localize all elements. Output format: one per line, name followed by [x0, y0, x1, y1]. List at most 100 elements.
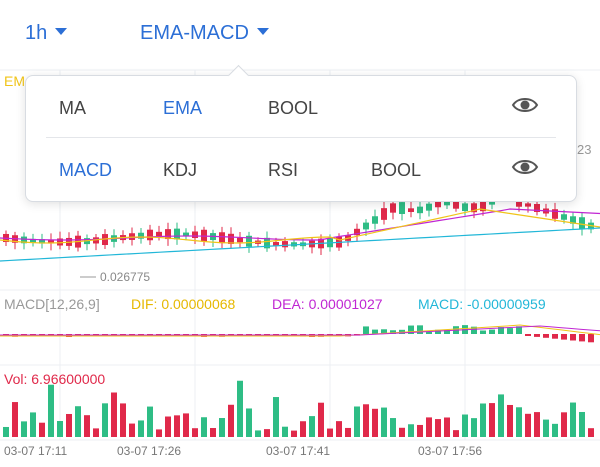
volume-bar	[354, 406, 360, 437]
option-ema[interactable]: EMA	[163, 98, 203, 118]
option-macd[interactable]: MACD	[59, 160, 112, 180]
eye-icon[interactable]	[511, 156, 539, 178]
macd-bar	[579, 334, 585, 342]
option-ma[interactable]: MA	[59, 98, 86, 118]
volume-bar	[21, 421, 27, 437]
volume-bar	[3, 426, 9, 437]
volume-bar	[84, 415, 90, 437]
candle-body	[570, 216, 576, 224]
option-bool-sub[interactable]: BOOL	[371, 160, 422, 180]
volume-bar	[345, 427, 351, 437]
interval-label: 1h	[25, 22, 48, 44]
volume-bar	[246, 408, 252, 437]
volume-bar	[453, 430, 459, 437]
candle-body	[534, 204, 540, 212]
volume-bar	[507, 404, 513, 437]
candle-body	[138, 232, 144, 239]
macd-bar	[408, 325, 414, 334]
volume-bar	[57, 420, 63, 437]
volume-bar	[156, 429, 162, 437]
candle-body	[462, 203, 468, 212]
candle-body	[165, 229, 171, 240]
price-edge-value: 23	[577, 142, 592, 157]
low-price-marker: 0.026775	[100, 270, 151, 284]
eye-icon[interactable]	[511, 94, 539, 116]
candle-body	[426, 203, 432, 211]
candle-body	[237, 237, 243, 243]
macd-bar	[381, 329, 387, 334]
chart-toolbar: 1h EMA-MACD	[0, 0, 600, 70]
volume-bar	[174, 415, 180, 437]
candle-body	[30, 238, 36, 243]
macd-bar	[516, 326, 522, 334]
candle-body	[264, 237, 270, 249]
volume-bar	[588, 428, 594, 437]
volume-bar	[399, 427, 405, 437]
macd-bar	[561, 334, 567, 340]
macd-bar	[588, 334, 594, 343]
option-kdj[interactable]: KDJ	[163, 160, 198, 180]
volume-bar	[318, 402, 324, 437]
macd-bar	[552, 334, 558, 339]
interval-selector[interactable]: 1h	[25, 22, 68, 45]
candle-body	[39, 239, 45, 244]
macd-bar	[372, 329, 378, 334]
volume-bar	[498, 394, 504, 437]
candle-body	[453, 200, 459, 209]
volume-bar	[273, 397, 279, 437]
volume-bar	[525, 413, 531, 437]
volume-bar	[138, 420, 144, 437]
candle-body	[471, 203, 477, 213]
volume-bar	[417, 424, 423, 437]
macd-macd-value: MACD: -0.00000959	[418, 296, 546, 312]
volume-bar	[75, 406, 81, 437]
macd-bar	[534, 334, 540, 337]
ema-line-yellow	[0, 208, 600, 244]
candle-body	[390, 203, 396, 213]
candle-body	[363, 222, 369, 230]
macd-bar	[444, 329, 450, 334]
volume-bar	[516, 407, 522, 437]
volume-bar	[255, 430, 261, 437]
volume-bar	[543, 419, 549, 437]
macd-dea-value: DEA: 0.00001027	[272, 296, 383, 312]
volume-bar	[336, 421, 342, 437]
candle-body	[147, 229, 153, 241]
macd-params: MACD[12,26,9]	[4, 296, 100, 312]
candle-body	[183, 232, 189, 236]
candle-body	[381, 208, 387, 220]
ema-legend-partial: EM	[4, 73, 25, 89]
volume-bar	[102, 403, 108, 437]
ema-line-blue	[0, 227, 600, 262]
candle-body	[525, 203, 531, 207]
volume-bar	[570, 402, 576, 437]
macd-bar	[498, 327, 504, 334]
candlesticks	[3, 194, 594, 256]
volume-bar	[426, 417, 432, 437]
macd-bar	[570, 334, 576, 341]
option-bool-main[interactable]: BOOL	[268, 98, 319, 118]
volume-bars	[3, 380, 594, 437]
volume-bar	[372, 408, 378, 437]
macd-bar	[489, 329, 495, 334]
volume-bar	[39, 422, 45, 437]
macd-bar	[525, 334, 531, 336]
volume-bar	[120, 403, 126, 437]
candle-body	[57, 238, 63, 246]
time-label: 03-07 17:26	[117, 444, 182, 458]
indicator-selector[interactable]: EMA-MACD	[140, 22, 269, 45]
option-rsi[interactable]: RSI	[268, 160, 299, 180]
macd-bar	[390, 330, 396, 334]
volume-bar	[201, 417, 207, 437]
candle-body	[561, 214, 567, 220]
time-label: 03-07 17:41	[266, 444, 331, 458]
candle-body	[480, 200, 486, 212]
volume-bar	[309, 416, 315, 437]
volume-bar	[147, 406, 153, 437]
volume-bar	[183, 413, 189, 437]
chevron-down-icon	[55, 28, 68, 36]
macd-bar	[480, 330, 486, 334]
volume-bar	[561, 412, 567, 437]
macd-bar	[507, 328, 513, 334]
